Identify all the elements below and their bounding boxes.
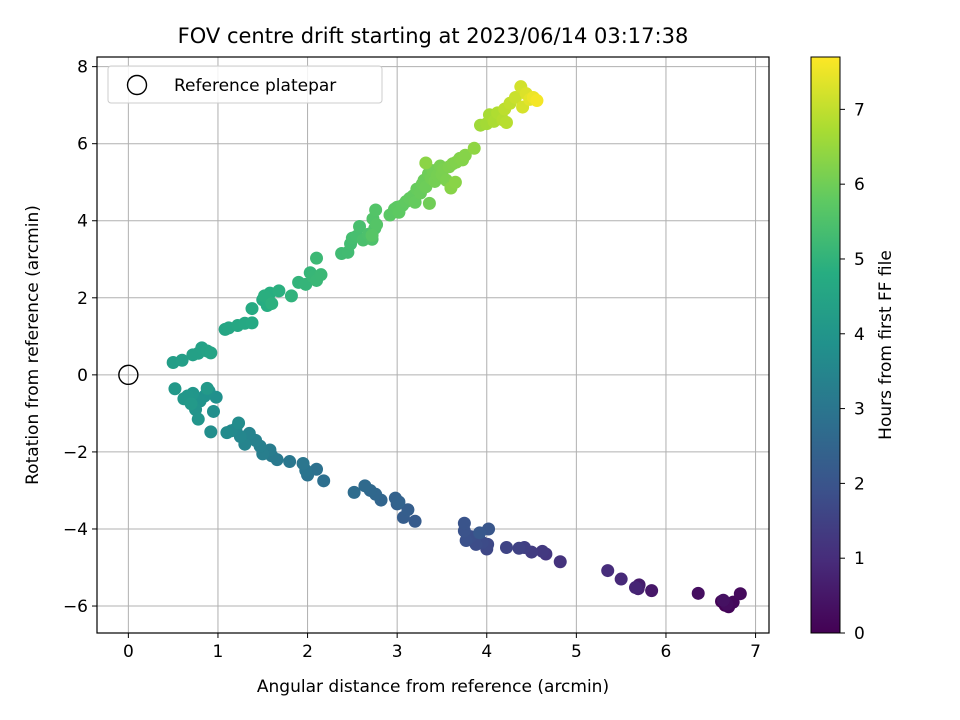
colorbar-tick-label: 2 (854, 474, 865, 494)
data-point (296, 456, 310, 470)
data-point (459, 534, 473, 548)
colorbar-tick-label: 6 (854, 175, 865, 195)
legend-box (107, 65, 383, 104)
data-point (628, 581, 642, 595)
colorbar-label: Hours from first FF file (876, 250, 896, 440)
colorbar-ticks: 0 1 2 3 4 5 6 7 (840, 100, 865, 644)
data-point (220, 426, 234, 440)
data-point (232, 416, 246, 430)
grid-lines (97, 57, 769, 633)
data-point (245, 316, 259, 330)
data-point (184, 397, 198, 411)
legend-label: Reference platepar (174, 76, 336, 96)
data-point (265, 297, 279, 311)
plot-frame (96, 56, 770, 634)
data-point (473, 526, 487, 540)
x-axis-label: Angular distance from reference (arcmin) (257, 677, 609, 697)
y-axis-ticks: −6 −4 −2 0 2 4 6 8 (63, 58, 97, 617)
data-point (191, 412, 205, 426)
data-point (370, 218, 384, 232)
colorbar-tick-label: 1 (854, 549, 865, 569)
data-point (499, 540, 513, 554)
data-point (401, 503, 415, 517)
colorbar-tick-label: 5 (854, 250, 865, 270)
colorbar (810, 56, 841, 634)
data-point (448, 175, 462, 189)
data-point (284, 289, 298, 303)
data-point (200, 381, 214, 395)
data-point (691, 586, 705, 600)
data-point (206, 404, 220, 418)
x-axis-ticks: 0 1 2 3 4 5 6 7 (123, 633, 761, 662)
data-point (457, 516, 471, 530)
data-point (499, 115, 513, 129)
data-point (512, 541, 526, 555)
data-point (408, 514, 422, 528)
x-tick-label: 5 (571, 642, 582, 662)
data-point (422, 196, 436, 210)
y-tick-label: −2 (63, 443, 88, 463)
y-tick-label: 0 (77, 366, 88, 386)
y-tick-label: 6 (77, 135, 88, 155)
y-tick-label: 4 (77, 212, 88, 232)
data-point (314, 268, 328, 282)
data-point (204, 346, 218, 360)
data-points (166, 80, 747, 614)
x-tick-label: 7 (750, 642, 761, 662)
data-point (392, 495, 406, 509)
x-tick-label: 1 (213, 642, 224, 662)
colorbar-tick-label: 3 (854, 400, 865, 420)
data-point (645, 584, 659, 598)
data-point (601, 564, 615, 578)
x-tick-label: 0 (123, 642, 134, 662)
y-tick-label: −6 (63, 597, 88, 617)
data-point (535, 544, 549, 558)
data-point (614, 572, 628, 586)
chart-title: FOV centre drift starting at 2023/06/14 … (178, 24, 689, 48)
colorbar-tick-label: 7 (854, 100, 865, 120)
data-point (365, 228, 379, 242)
data-point (347, 485, 361, 499)
colorbar-tick-label: 4 (854, 325, 865, 345)
data-point (553, 555, 567, 569)
data-point (272, 284, 286, 298)
x-tick-label: 6 (661, 642, 672, 662)
data-point (369, 203, 383, 217)
data-point (204, 425, 218, 439)
data-point (419, 156, 433, 170)
legend-open-circle-icon (126, 74, 148, 96)
colorbar-tick-label: 0 (854, 624, 865, 644)
data-point (175, 353, 189, 367)
data-point (310, 251, 324, 265)
data-point (508, 90, 522, 104)
data-point (716, 593, 730, 607)
data-point (458, 148, 472, 162)
data-point (168, 382, 182, 396)
x-tick-label: 4 (481, 642, 492, 662)
data-point (283, 455, 297, 469)
data-point (530, 94, 544, 108)
x-tick-label: 3 (392, 642, 403, 662)
data-point (317, 474, 331, 488)
data-point (358, 479, 372, 493)
legend: Reference platepar (107, 65, 383, 104)
data-point (467, 141, 481, 155)
y-axis-label: Rotation from reference (arcmin) (23, 205, 43, 485)
data-point (245, 302, 259, 316)
data-point (733, 587, 747, 601)
data-point (353, 220, 367, 234)
y-tick-label: 2 (77, 289, 88, 309)
x-tick-label: 2 (302, 642, 313, 662)
reference-platepar-marker (118, 364, 139, 386)
y-tick-label: 8 (77, 58, 88, 78)
y-tick-label: −4 (63, 520, 88, 540)
